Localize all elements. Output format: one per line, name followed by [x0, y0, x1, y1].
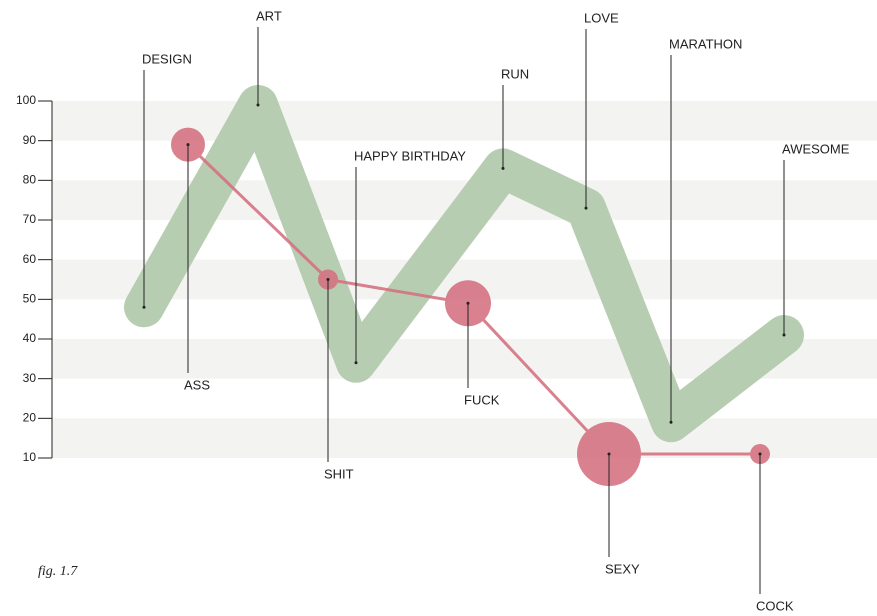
point-label: RUN: [501, 66, 529, 81]
pin-dot: [607, 452, 611, 456]
pin-dot: [758, 452, 762, 456]
y-tick-label: 50: [23, 292, 37, 306]
point-label: DESIGN: [142, 51, 192, 66]
caption: fig. 1.7: [38, 564, 78, 579]
point-label: AWESOME: [782, 141, 850, 156]
pin-dot: [782, 333, 786, 337]
y-tick-label: 100: [16, 93, 36, 107]
y-tick-label: 10: [23, 450, 37, 464]
y-tick-label: 40: [23, 331, 37, 345]
grid-band: [52, 418, 877, 458]
pin-dot: [584, 206, 588, 210]
y-axis: 10 20 30 40 50 60 70 80 90 100: [16, 93, 53, 464]
pin-dot: [669, 420, 673, 424]
pin-dot: [354, 361, 358, 365]
point-label: SEXY: [605, 561, 640, 576]
y-tick-label: 20: [23, 411, 37, 425]
point-label: FUCK: [464, 392, 500, 407]
y-tick-label: 90: [23, 133, 37, 147]
point-label: COCK: [756, 598, 794, 613]
point-label: ART: [256, 8, 282, 23]
point-label: MARATHON: [669, 36, 742, 51]
point-label: ASS: [184, 377, 210, 392]
pin-dot: [186, 143, 190, 147]
pin-dot: [142, 305, 146, 309]
y-tick-label: 30: [23, 371, 37, 385]
point-label: HAPPY BIRTHDAY: [354, 148, 466, 163]
pin-dot: [256, 103, 260, 107]
y-tick-label: 80: [23, 173, 37, 187]
marks: DESIGN ART HAPPY BIRTHDAY RUN LOVE MARATHON AW…: [124, 8, 850, 613]
pin-dot: [501, 166, 505, 170]
pin-dot: [326, 278, 330, 281]
pin-dot: [466, 301, 470, 305]
point-label: LOVE: [584, 10, 619, 25]
y-tick-label: 70: [23, 212, 37, 226]
y-tick-label: 60: [23, 252, 37, 266]
point-label: SHIT: [324, 466, 354, 481]
